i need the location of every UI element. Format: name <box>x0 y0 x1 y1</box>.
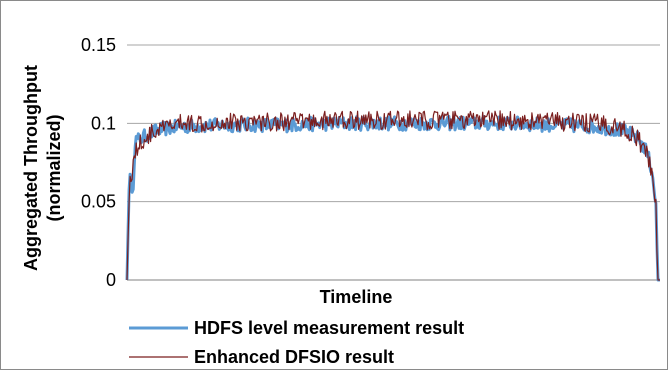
gridlines <box>127 44 660 281</box>
series-line-dfsio <box>126 110 660 281</box>
y-tick-label: 0.15 <box>81 35 116 55</box>
y-tick-label: 0 <box>106 270 116 290</box>
series-layer <box>125 110 661 282</box>
y-axis-title-line2: (normalized) <box>44 114 64 221</box>
x-axis-title: Timeline <box>320 287 393 307</box>
legend-label-hdfs: HDFS level measurement result <box>194 318 464 338</box>
y-tick-label: 0.05 <box>81 192 116 212</box>
series-line-hdfs <box>125 114 661 282</box>
legend: HDFS level measurement result Enhanced D… <box>129 318 464 367</box>
y-axis-title-line1: Aggregated Throughput <box>21 65 41 271</box>
y-tick-label: 0.1 <box>91 113 116 133</box>
legend-label-dfsio: Enhanced DFSIO result <box>194 347 394 367</box>
y-axis-ticks: 0 0.05 0.1 0.15 <box>81 35 116 290</box>
